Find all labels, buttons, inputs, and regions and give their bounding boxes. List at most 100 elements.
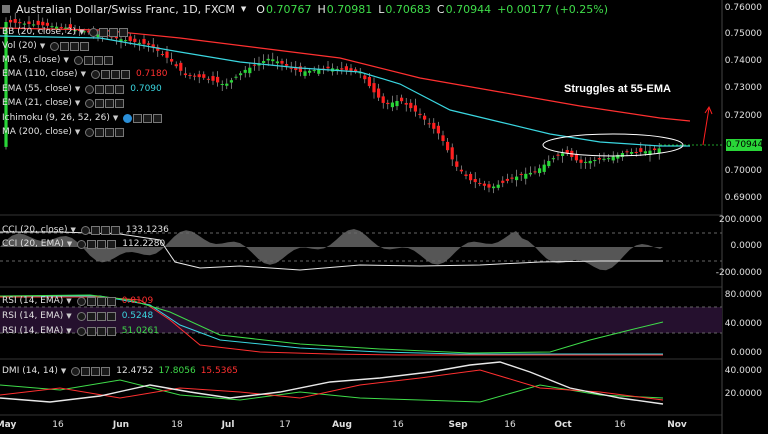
legend-ema55-buttons[interactable] bbox=[85, 84, 125, 94]
close-icon[interactable] bbox=[106, 326, 116, 336]
add-icon[interactable] bbox=[110, 69, 120, 79]
eye-icon[interactable] bbox=[85, 127, 95, 137]
legend-cci-close[interactable]: CCI (20, close) ▼ 133.1236 bbox=[2, 224, 169, 236]
add-icon[interactable] bbox=[105, 127, 115, 137]
chevron-down-icon[interactable]: ▼ bbox=[79, 28, 85, 36]
legend-ma200[interactable]: MA (200, close) ▼ bbox=[2, 126, 130, 138]
legend-ichimoku[interactable]: Ichimoku (9, 26, 52, 26) ▼ bbox=[2, 112, 168, 124]
legend-rsi-1-buttons[interactable] bbox=[76, 296, 116, 306]
settings-icon[interactable] bbox=[83, 55, 93, 65]
add-icon[interactable] bbox=[96, 326, 106, 336]
eye-icon[interactable] bbox=[73, 55, 83, 65]
chevron-down-icon[interactable]: ▼ bbox=[70, 226, 76, 234]
close-icon[interactable] bbox=[120, 69, 130, 79]
eye-icon[interactable] bbox=[76, 296, 86, 306]
chevron-down-icon[interactable]: ▼ bbox=[80, 70, 86, 78]
chevron-down-icon[interactable]: ▼ bbox=[74, 128, 81, 136]
close-icon[interactable] bbox=[110, 225, 120, 235]
chevron-down-icon[interactable]: ▼ bbox=[112, 114, 119, 122]
legend-rsi-3[interactable]: RSI (14, EMA) ▼ 51.0261 bbox=[2, 325, 159, 337]
chevron-down-icon[interactable]: ▼ bbox=[60, 367, 67, 375]
chevron-down-icon[interactable]: ▼ bbox=[66, 240, 73, 248]
close-icon[interactable] bbox=[115, 98, 125, 108]
legend-vol[interactable]: Vol (20) ▼ bbox=[2, 40, 95, 52]
eye-icon[interactable] bbox=[80, 225, 90, 235]
eye-icon[interactable] bbox=[76, 326, 86, 336]
close-icon[interactable] bbox=[106, 296, 116, 306]
legend-ichimoku-buttons[interactable] bbox=[123, 113, 163, 123]
legend-ema55[interactable]: EMA (55, close) ▼ 0.7090 bbox=[2, 83, 162, 95]
close-icon[interactable] bbox=[115, 127, 125, 137]
add-icon[interactable] bbox=[96, 296, 106, 306]
close-icon[interactable] bbox=[119, 27, 129, 37]
chevron-down-icon[interactable]: ▼ bbox=[39, 42, 46, 50]
legend-ema110-buttons[interactable] bbox=[90, 69, 130, 79]
legend-cci-close-buttons[interactable] bbox=[80, 225, 120, 235]
eye-icon[interactable] bbox=[90, 69, 100, 79]
annotation-text[interactable]: Struggles at 55-EMA bbox=[564, 83, 671, 95]
chevron-down-icon[interactable]: ▼ bbox=[63, 56, 69, 64]
eye-icon[interactable] bbox=[77, 239, 87, 249]
settings-icon[interactable] bbox=[81, 366, 91, 376]
chevron-down-icon[interactable]: ▼ bbox=[74, 99, 81, 107]
settings-icon[interactable] bbox=[60, 41, 70, 51]
add-icon[interactable] bbox=[143, 113, 153, 123]
eye-icon[interactable] bbox=[89, 27, 99, 37]
legend-ema21-buttons[interactable] bbox=[85, 98, 125, 108]
chart-header[interactable]: Australian Dollar/Swiss Franc, 1D, FXCM … bbox=[2, 2, 608, 16]
legend-rsi-2[interactable]: RSI (14, EMA) ▼ 0.5248 bbox=[2, 310, 153, 322]
settings-icon[interactable] bbox=[86, 296, 96, 306]
legend-dmi[interactable]: DMI (14, 14) ▼ 12.4752 17.8056 15.5365 bbox=[2, 365, 238, 377]
settings-icon[interactable] bbox=[86, 326, 96, 336]
add-icon[interactable] bbox=[93, 55, 103, 65]
symbol-title[interactable]: Australian Dollar/Swiss Franc, 1D, FXCM bbox=[16, 2, 235, 16]
legend-ma200-buttons[interactable] bbox=[85, 127, 125, 137]
close-icon[interactable] bbox=[101, 366, 111, 376]
settings-icon[interactable] bbox=[95, 127, 105, 137]
eye-icon[interactable] bbox=[85, 84, 95, 94]
legend-ma5[interactable]: MA (5, close) ▼ bbox=[2, 54, 119, 66]
add-icon[interactable] bbox=[97, 239, 107, 249]
eye-icon[interactable] bbox=[76, 311, 86, 321]
legend-dmi-buttons[interactable] bbox=[71, 366, 111, 376]
legend-ema21[interactable]: EMA (21, close) ▼ bbox=[2, 97, 130, 109]
settings-icon[interactable] bbox=[87, 239, 97, 249]
eye-icon[interactable] bbox=[71, 366, 81, 376]
eye-icon[interactable] bbox=[85, 98, 95, 108]
settings-icon[interactable] bbox=[95, 84, 105, 94]
add-icon[interactable] bbox=[91, 366, 101, 376]
settings-icon[interactable] bbox=[95, 98, 105, 108]
legend-rsi-3-buttons[interactable] bbox=[76, 326, 116, 336]
close-icon[interactable] bbox=[107, 239, 117, 249]
close-icon[interactable] bbox=[80, 41, 90, 51]
eye-icon[interactable] bbox=[123, 113, 133, 123]
legend-ema110[interactable]: EMA (110, close) ▼ 0.7180 bbox=[2, 68, 167, 80]
chevron-down-icon[interactable]: ▼ bbox=[240, 5, 247, 13]
add-icon[interactable] bbox=[105, 84, 115, 94]
settings-icon[interactable] bbox=[133, 113, 143, 123]
add-icon[interactable] bbox=[109, 27, 119, 37]
chevron-down-icon[interactable]: ▼ bbox=[66, 312, 72, 320]
settings-icon[interactable] bbox=[99, 27, 109, 37]
add-icon[interactable] bbox=[105, 98, 115, 108]
settings-icon[interactable] bbox=[90, 225, 100, 235]
close-icon[interactable] bbox=[153, 113, 163, 123]
legend-cci-ema[interactable]: CCI (20, EMA) ▼ 112.2280 bbox=[2, 238, 165, 250]
eye-icon[interactable] bbox=[50, 41, 60, 51]
add-icon[interactable] bbox=[96, 311, 106, 321]
chevron-down-icon[interactable]: ▼ bbox=[66, 327, 72, 335]
close-icon[interactable] bbox=[115, 84, 125, 94]
legend-rsi-1[interactable]: RSI (14, EMA) ▼ 0.0109 bbox=[2, 295, 153, 307]
close-icon[interactable] bbox=[103, 55, 113, 65]
legend-ma5-buttons[interactable] bbox=[73, 55, 113, 65]
legend-vol-buttons[interactable] bbox=[50, 41, 90, 51]
legend-cci-ema-buttons[interactable] bbox=[77, 239, 117, 249]
settings-icon[interactable] bbox=[86, 311, 96, 321]
settings-icon[interactable] bbox=[100, 69, 110, 79]
chevron-down-icon[interactable]: ▼ bbox=[66, 297, 72, 305]
add-icon[interactable] bbox=[100, 225, 110, 235]
legend-bb[interactable]: BB (20, close, 2) ▼ bbox=[2, 26, 134, 38]
chevron-down-icon[interactable]: ▼ bbox=[74, 85, 81, 93]
legend-bb-buttons[interactable] bbox=[89, 27, 129, 37]
add-icon[interactable] bbox=[70, 41, 80, 51]
